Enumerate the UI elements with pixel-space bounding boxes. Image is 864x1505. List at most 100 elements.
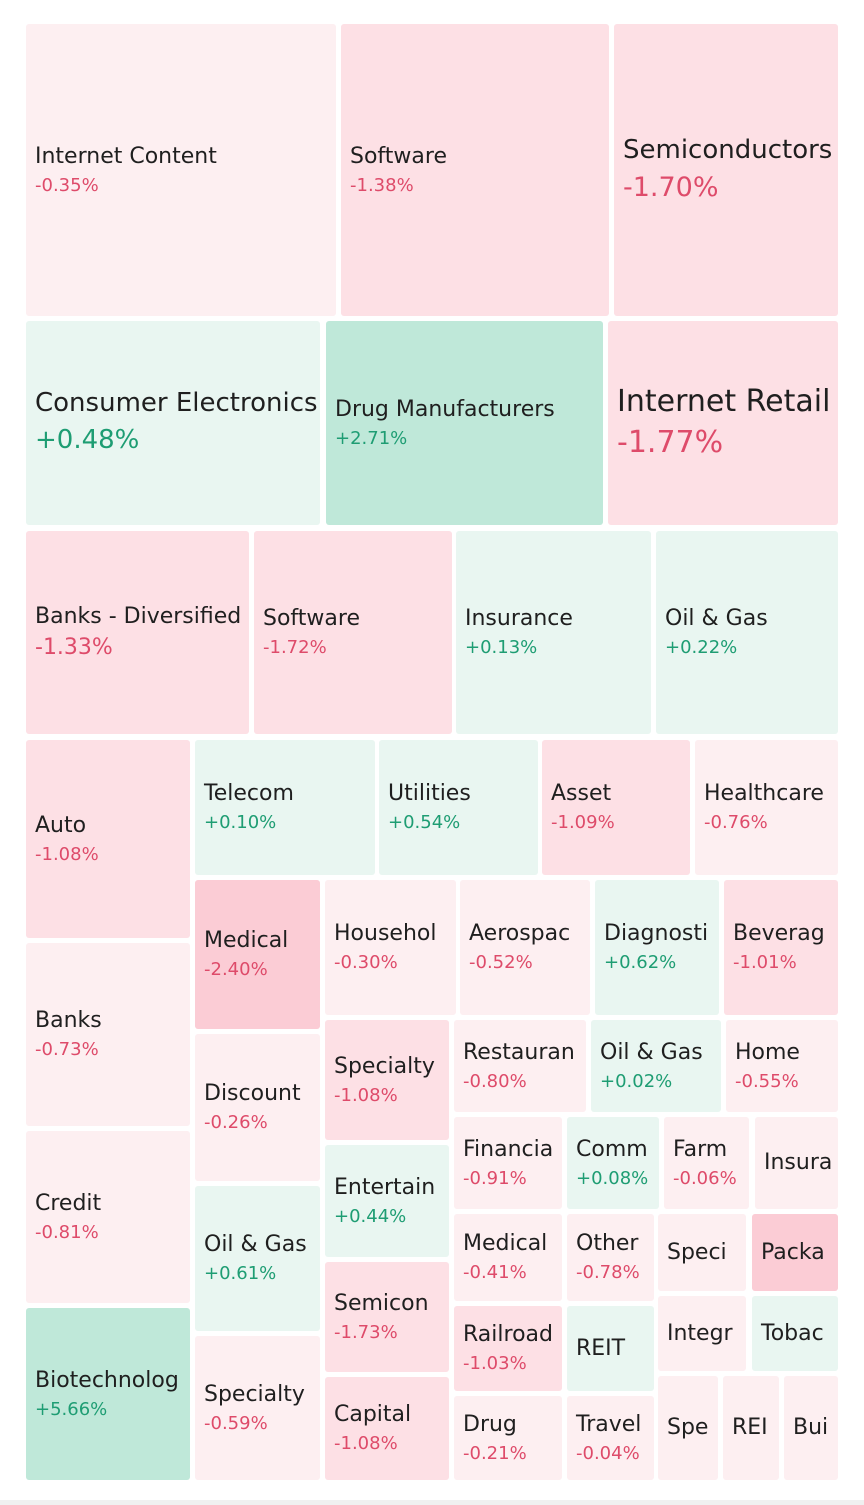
tile-label: Househol — [334, 921, 437, 947]
treemap-tile-oil-gas[interactable]: Oil & Gas +0.02% — [591, 1020, 721, 1112]
tile-change: +0.13% — [465, 637, 538, 659]
treemap-tile-integr[interactable]: Integr — [658, 1296, 746, 1371]
tile-label: Aerospac — [469, 921, 571, 947]
tile-label: Specialty — [334, 1053, 435, 1079]
tile-label: Tobac — [761, 1320, 824, 1346]
tile-change: -0.26% — [204, 1112, 268, 1134]
tile-label: Telecom — [204, 781, 294, 807]
treemap-tile-internet-retail[interactable]: Internet Retail -1.77% — [608, 321, 838, 525]
tile-label: Internet Content — [35, 143, 217, 169]
tile-label: REI — [732, 1415, 768, 1441]
treemap-tile-capital[interactable]: Capital -1.08% — [325, 1377, 449, 1480]
treemap-tile-oil-gas[interactable]: Oil & Gas +0.22% — [656, 531, 838, 734]
tile-change: +0.44% — [334, 1205, 407, 1227]
treemap-tile-credit[interactable]: Credit -0.81% — [26, 1131, 190, 1303]
tile-label: Banks - Diversified — [35, 603, 242, 629]
tile-change: -1.08% — [334, 1433, 398, 1455]
tile-change: -0.78% — [576, 1262, 640, 1284]
treemap-tile-drug[interactable]: Drug -0.21% — [454, 1396, 562, 1480]
tile-change: +5.66% — [35, 1398, 108, 1420]
tile-label: Insurance — [465, 606, 573, 632]
tile-change: -0.81% — [35, 1221, 99, 1243]
tile-change: -0.80% — [463, 1070, 527, 1092]
tile-label: Software — [263, 606, 360, 632]
treemap-tile-spe[interactable]: Spe — [658, 1376, 718, 1480]
tile-label: Other — [576, 1231, 639, 1257]
treemap-tile-speci[interactable]: Speci — [658, 1214, 746, 1291]
tile-change: -0.35% — [35, 174, 99, 196]
treemap-tile-banks-diversified[interactable]: Banks - Diversified -1.33% — [26, 531, 249, 734]
tile-change: -1.08% — [35, 843, 99, 865]
tile-change: -1.70% — [623, 171, 719, 203]
treemap-tile-farm[interactable]: Farm -0.06% — [664, 1117, 749, 1209]
treemap-tile-internet-content[interactable]: Internet Content -0.35% — [26, 24, 336, 316]
treemap-tile-diagnosti[interactable]: Diagnosti +0.62% — [595, 880, 719, 1015]
tile-change: -1.72% — [263, 637, 327, 659]
tile-change: -1.38% — [350, 174, 414, 196]
treemap-tile-restauran[interactable]: Restauran -0.80% — [454, 1020, 586, 1112]
tile-label: Medical — [204, 928, 289, 954]
tile-label: Bui — [793, 1415, 829, 1441]
treemap-tile-telecom[interactable]: Telecom +0.10% — [195, 740, 375, 875]
treemap-tile-semicon[interactable]: Semicon -1.73% — [325, 1262, 449, 1372]
treemap-tile-utilities[interactable]: Utilities +0.54% — [379, 740, 538, 875]
tile-label: Home — [735, 1039, 800, 1065]
treemap-tile-beverag[interactable]: Beverag -1.01% — [724, 880, 838, 1015]
treemap-tile-aerospac[interactable]: Aerospac -0.52% — [460, 880, 590, 1015]
tile-label: Biotechnolog — [35, 1367, 179, 1393]
treemap-tile-medical[interactable]: Medical -2.40% — [195, 880, 320, 1029]
treemap-tile-asset[interactable]: Asset -1.09% — [542, 740, 690, 875]
tile-label: Specialty — [204, 1381, 305, 1407]
treemap-tile-medical[interactable]: Medical -0.41% — [454, 1214, 562, 1301]
tile-label: Comm — [576, 1136, 648, 1162]
treemap-tile-travel[interactable]: Travel -0.04% — [567, 1396, 654, 1480]
treemap-tile-oil-gas[interactable]: Oil & Gas +0.61% — [195, 1186, 320, 1331]
treemap-tile-bui[interactable]: Bui — [784, 1376, 838, 1480]
treemap-tile-drug-manufacturers[interactable]: Drug Manufacturers +2.71% — [326, 321, 603, 525]
treemap-tile-specialty[interactable]: Specialty -0.59% — [195, 1336, 320, 1480]
treemap-tile-railroad[interactable]: Railroad -1.03% — [454, 1306, 562, 1391]
treemap-tile-reit[interactable]: REIT — [567, 1306, 654, 1391]
treemap-tile-financia[interactable]: Financia -0.91% — [454, 1117, 562, 1209]
treemap-tile-entertain[interactable]: Entertain +0.44% — [325, 1145, 449, 1257]
treemap-tile-househol[interactable]: Househol -0.30% — [325, 880, 456, 1015]
tile-label: Railroad — [463, 1322, 553, 1348]
treemap-tile-insura[interactable]: Insura — [755, 1117, 838, 1209]
treemap-tile-specialty[interactable]: Specialty -1.08% — [325, 1020, 449, 1140]
treemap-tile-discount[interactable]: Discount -0.26% — [195, 1034, 320, 1181]
tile-label: Speci — [667, 1239, 727, 1265]
tile-change: -0.76% — [704, 812, 768, 834]
treemap-tile-consumer-electronics[interactable]: Consumer Electronics +0.48% — [26, 321, 320, 525]
tile-change: -0.06% — [673, 1167, 737, 1189]
tile-label: Drug — [463, 1411, 517, 1437]
treemap-tile-semiconductors[interactable]: Semiconductors -1.70% — [614, 24, 838, 316]
treemap-tile-tobac[interactable]: Tobac — [752, 1296, 838, 1371]
tile-label: Restauran — [463, 1039, 575, 1065]
treemap-tile-banks[interactable]: Banks -0.73% — [26, 943, 190, 1126]
tile-label: REIT — [576, 1335, 626, 1361]
treemap-tile-biotechnolog[interactable]: Biotechnolog +5.66% — [26, 1308, 190, 1480]
treemap-tile-software[interactable]: Software -1.72% — [254, 531, 452, 734]
treemap-tile-home[interactable]: Home -0.55% — [726, 1020, 838, 1112]
tile-change: -2.40% — [204, 959, 268, 981]
tile-label: Diagnosti — [604, 921, 709, 947]
treemap-tile-comm[interactable]: Comm +0.08% — [567, 1117, 659, 1209]
tile-change: +0.02% — [600, 1070, 673, 1092]
treemap-tile-software[interactable]: Software -1.38% — [341, 24, 609, 316]
treemap-tile-other[interactable]: Other -0.78% — [567, 1214, 654, 1301]
treemap-tile-packa[interactable]: Packa — [752, 1214, 838, 1291]
treemap-tile-insurance[interactable]: Insurance +0.13% — [456, 531, 651, 734]
tile-change: -0.30% — [334, 952, 398, 974]
tile-change: -1.01% — [733, 952, 797, 974]
treemap-tile-rei[interactable]: REI — [723, 1376, 779, 1480]
tile-label: Financia — [463, 1136, 554, 1162]
treemap-tile-healthcare[interactable]: Healthcare -0.76% — [695, 740, 838, 875]
tile-change: -1.08% — [334, 1084, 398, 1106]
tile-label: Internet Retail — [617, 383, 831, 419]
tile-label: Semiconductors — [623, 134, 833, 165]
tile-label: Farm — [673, 1136, 728, 1162]
tile-label: Consumer Electronics — [35, 388, 318, 419]
tile-change: -0.21% — [463, 1442, 527, 1464]
treemap-tile-auto[interactable]: Auto -1.08% — [26, 740, 190, 938]
